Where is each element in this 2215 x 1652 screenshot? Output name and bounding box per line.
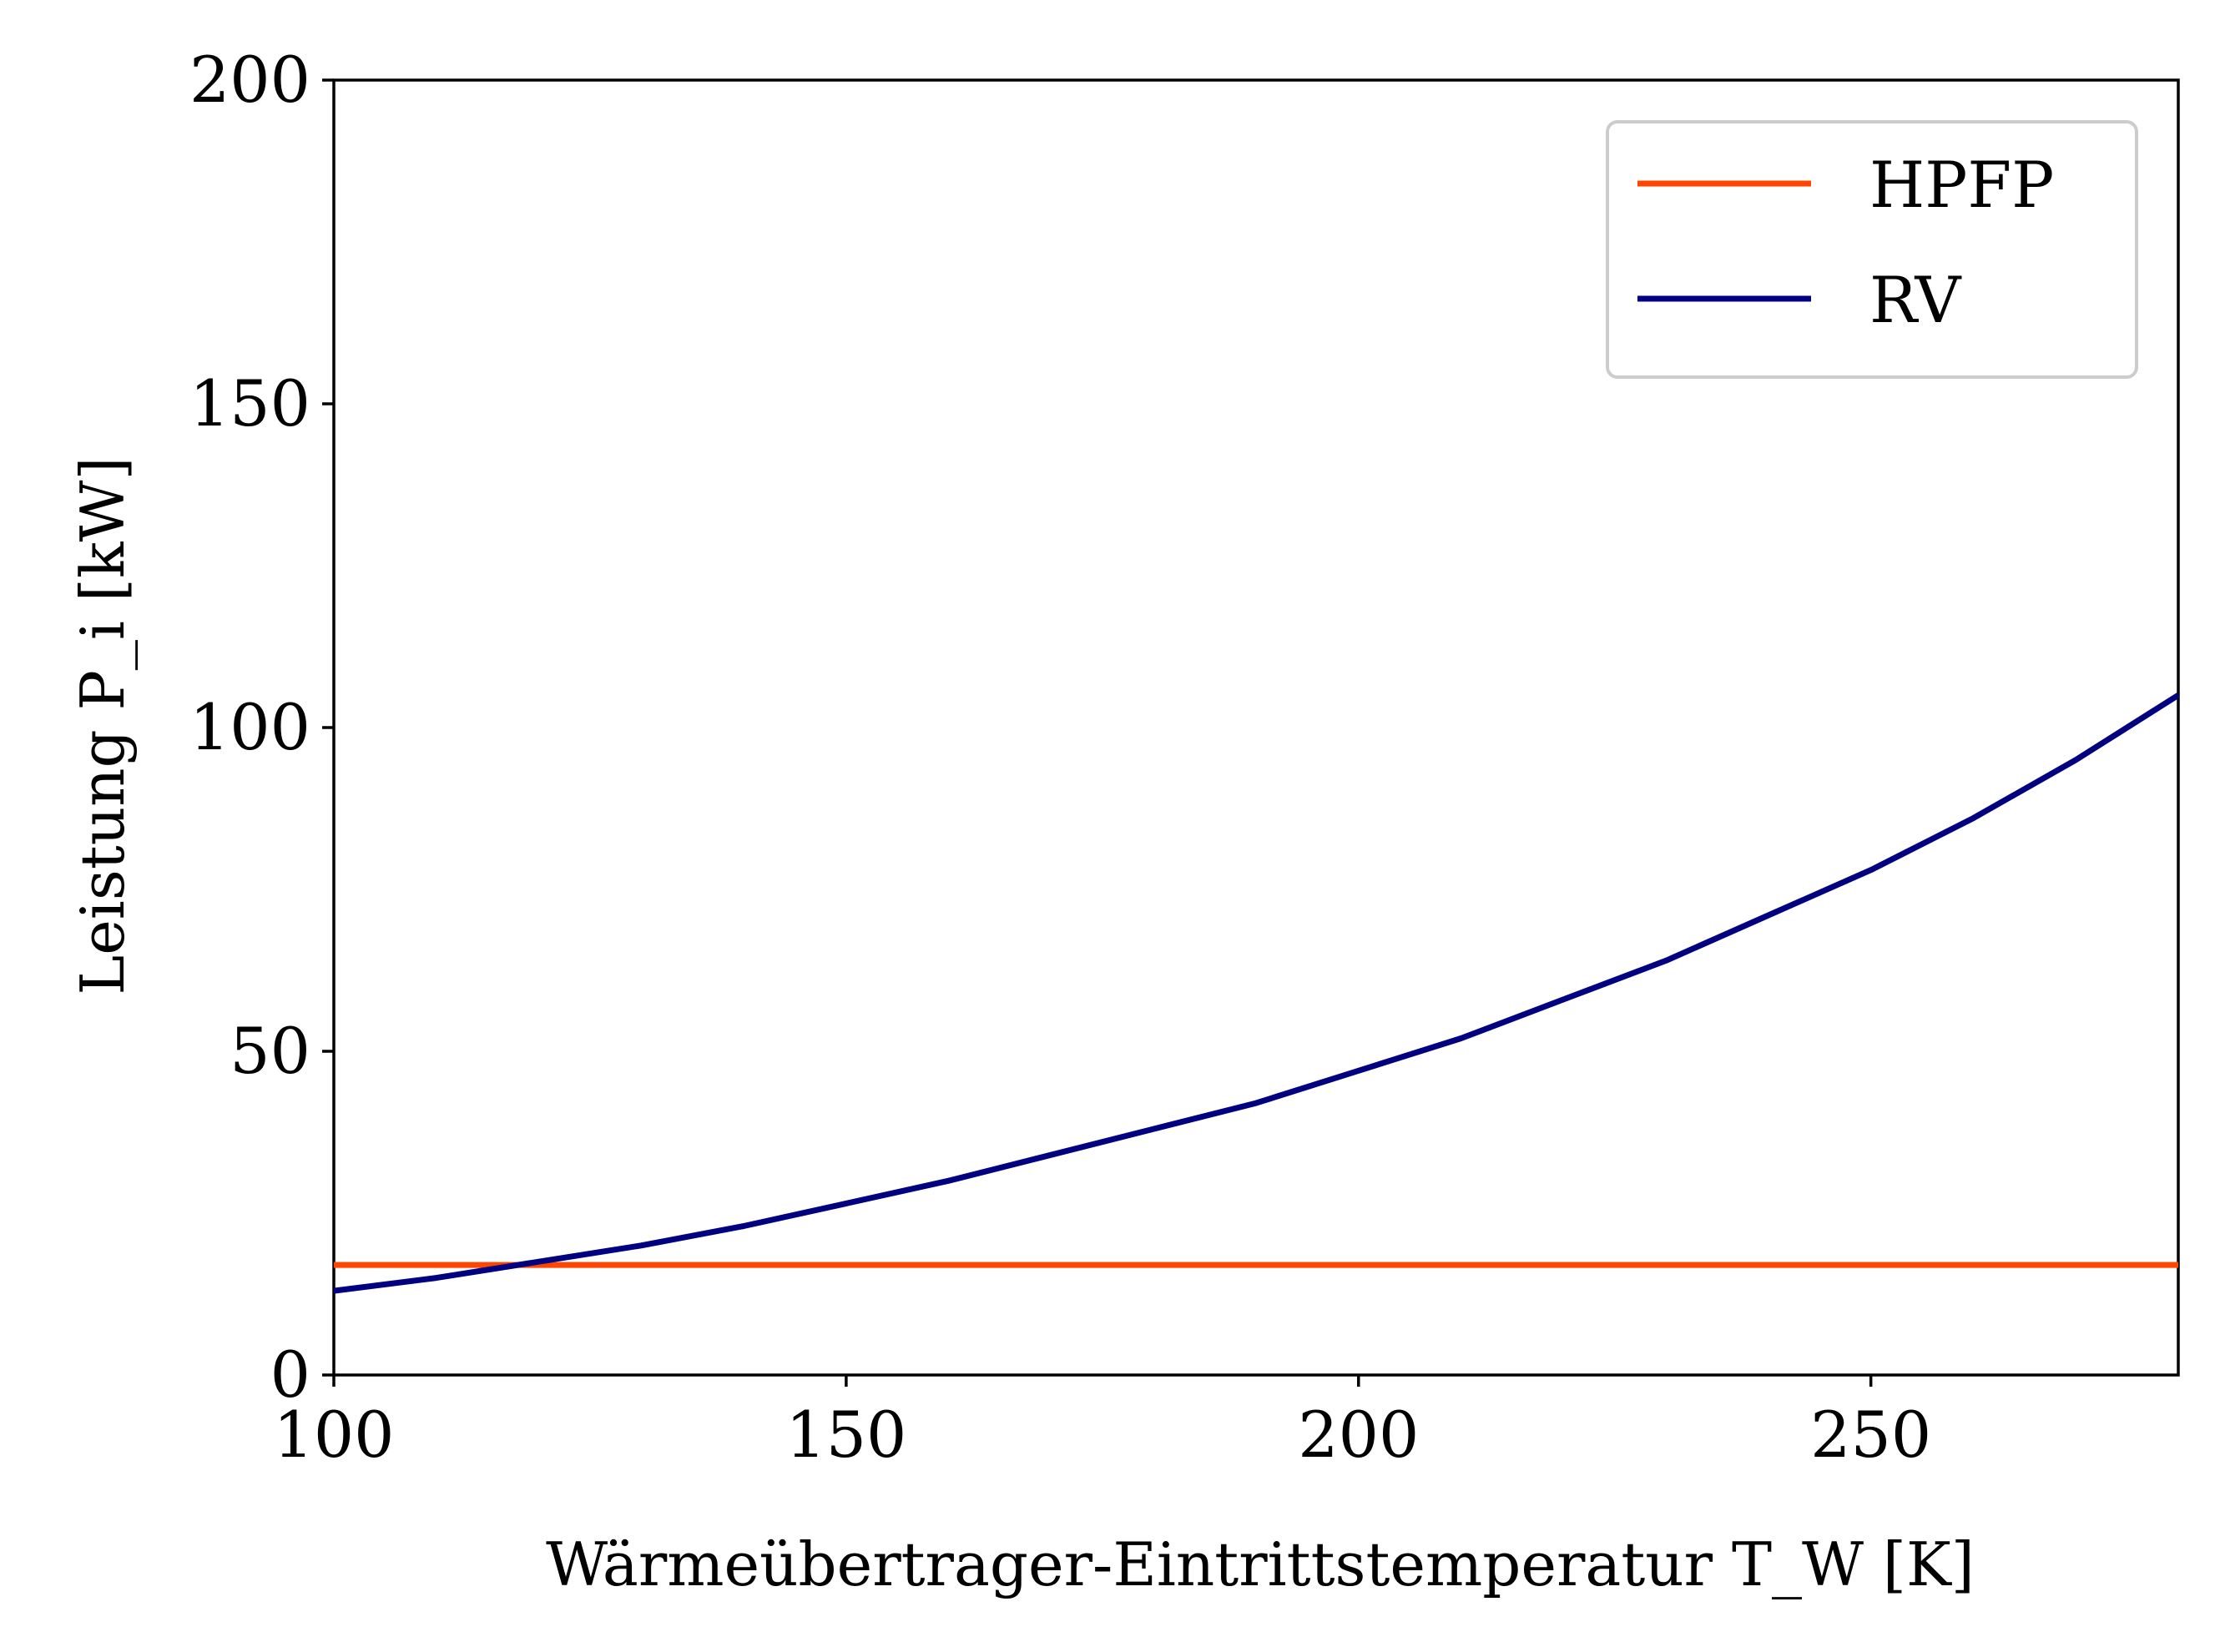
series-layer — [333, 693, 2180, 1294]
y-tick-label: 50 — [230, 1014, 310, 1088]
legend-label-hpfp: HPFP — [1869, 148, 2054, 222]
x-tick-label: 150 — [785, 1398, 906, 1472]
y-tick-label: 150 — [189, 366, 310, 441]
x-tick-label: 100 — [273, 1398, 394, 1472]
y-tick-label: 100 — [189, 690, 310, 764]
legend-label-rv: RV — [1869, 263, 1962, 337]
y-tick-label: 200 — [189, 43, 310, 117]
y-axis-label: Leistung P_i [kW] — [68, 456, 138, 995]
x-tick-label: 200 — [1298, 1398, 1419, 1472]
series-line-rv — [333, 693, 2180, 1294]
x-axis-ticks: 100 150 200 250 — [273, 1375, 1931, 1472]
legend: HPFP RV — [1606, 120, 2138, 379]
x-axis-label: Wärmeübertrager-Eintrittstemperatur T_W … — [546, 1529, 1975, 1599]
x-tick-label: 250 — [1810, 1398, 1931, 1472]
y-tick-label: 0 — [270, 1337, 310, 1412]
y-axis-ticks: 0 50 100 150 200 — [189, 43, 334, 1412]
